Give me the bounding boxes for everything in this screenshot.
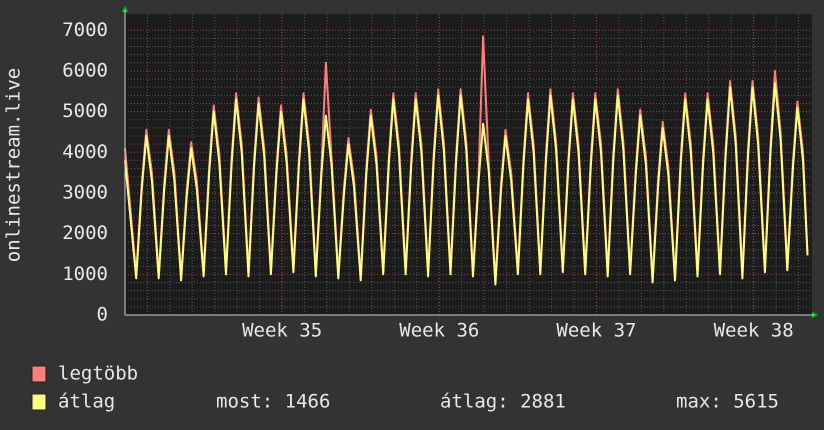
y-tick-label: 7000: [62, 19, 108, 41]
y-tick-label: 0: [97, 304, 108, 326]
series-line: [124, 82, 809, 286]
y-tick-label: 5000: [62, 100, 108, 122]
legend-swatch: [31, 365, 47, 383]
stat-label: átlag: 2881: [440, 391, 566, 413]
x-tick-label: Week 38: [714, 320, 794, 342]
x-tick-label: Week 35: [242, 320, 322, 342]
legend: legtöbb átlag most: 1466 átlag: 2881 max: 56…: [31, 363, 779, 413]
x-axis-arrow: [812, 312, 818, 318]
legend-swatch: [31, 393, 47, 411]
legend-label: legtöbb: [58, 363, 138, 385]
y-tick-label: 1000: [62, 263, 108, 285]
y-axis-label: onlinestream.live: [3, 68, 25, 262]
x-tick-label: Week 36: [399, 320, 479, 342]
y-tick-label: 4000: [62, 141, 108, 163]
x-tick-label: Week 37: [556, 320, 636, 342]
y-tick-label: 6000: [62, 59, 108, 81]
legend-label: átlag: [58, 391, 115, 413]
y-axis-arrow: [122, 6, 128, 12]
stat-label: most: 1466: [216, 391, 330, 413]
y-tick-label: 3000: [62, 181, 108, 203]
marks: [124, 35, 809, 286]
stat-label: max: 5615: [676, 391, 779, 413]
y-tick-label: 2000: [62, 222, 108, 244]
